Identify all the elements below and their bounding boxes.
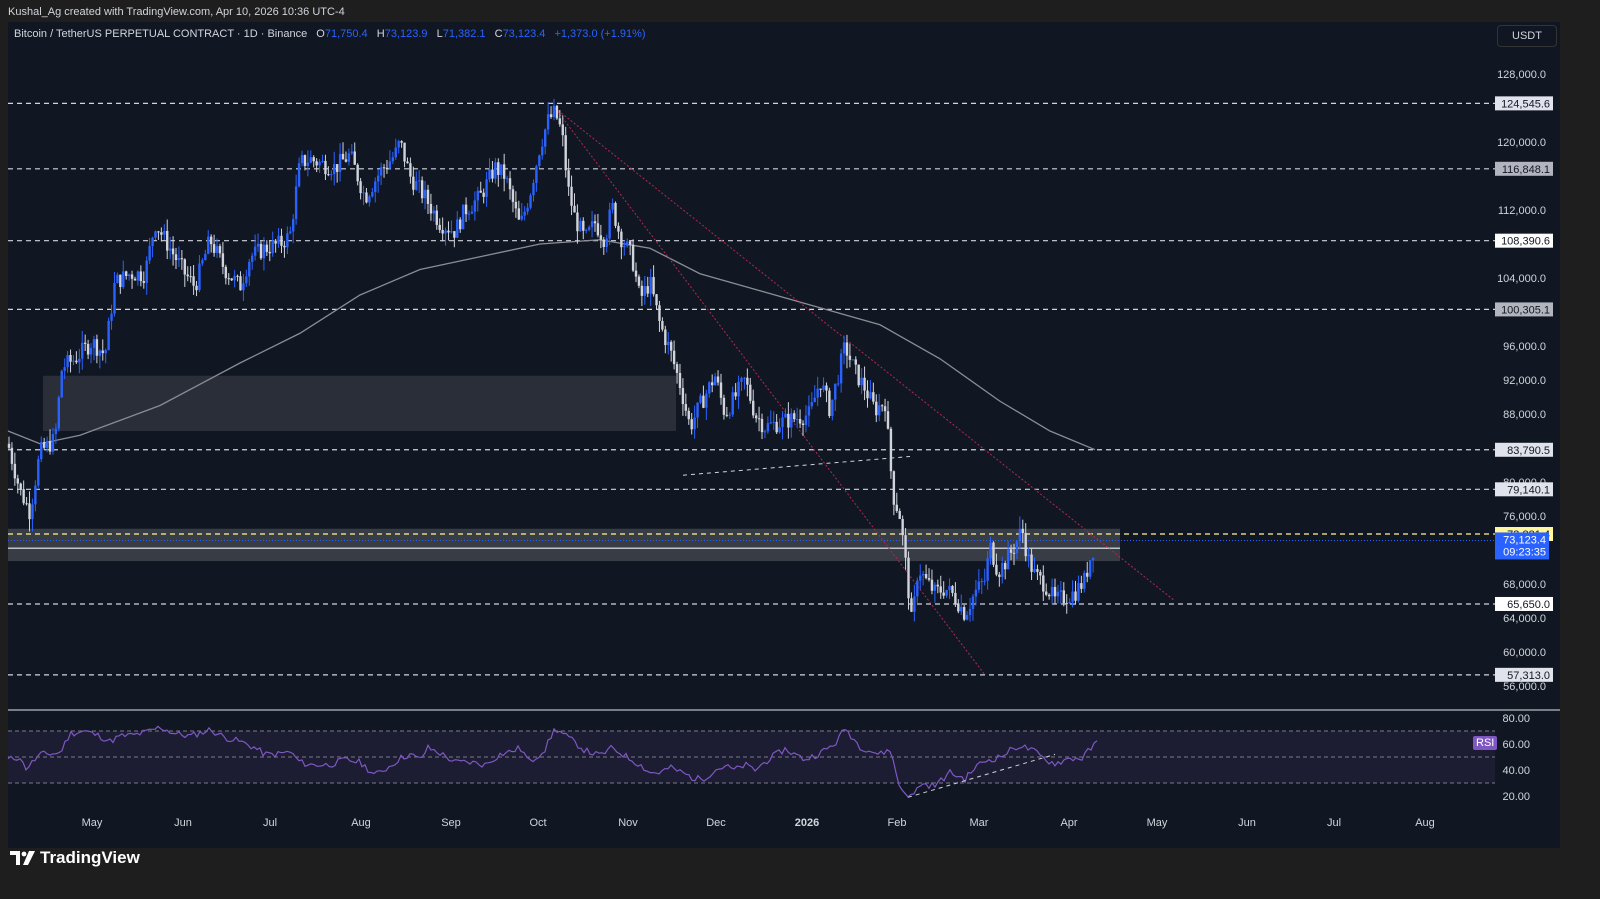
- close-value: 73,123.4: [502, 28, 546, 40]
- time-tick: 2026: [795, 817, 819, 829]
- trendline[interactable]: [554, 107, 1176, 602]
- time-tick: Jul: [263, 817, 277, 829]
- time-tick: Aug: [351, 817, 371, 829]
- price-tick: 92,000.0: [1503, 375, 1546, 387]
- currency-button[interactable]: USDT: [1497, 25, 1557, 47]
- high-label: H: [376, 28, 385, 40]
- high-value: 73,123.9: [384, 28, 428, 40]
- level-price-label: [1495, 96, 1553, 111]
- level-price-label: [1495, 482, 1553, 497]
- time-tick: Sep: [441, 817, 461, 829]
- change-value: +1,373.0 (+1.91%): [554, 28, 646, 40]
- time-tick: Feb: [888, 817, 907, 829]
- level-price-text: 79,140.1: [1507, 484, 1550, 496]
- time-tick: May: [82, 817, 103, 829]
- level-price-text: 83,790.5: [1507, 445, 1550, 457]
- level-price-text: 108,390.6: [1501, 236, 1550, 248]
- price-tick: 68,000.0: [1503, 579, 1546, 591]
- rsi-tick: 40.00: [1502, 765, 1530, 777]
- price-tick: 76,000.0: [1503, 511, 1546, 523]
- svg-text:73,123.4: 73,123.4: [1503, 534, 1546, 546]
- low-value: 71,382.1: [442, 28, 486, 40]
- rsi-line: [7, 725, 1098, 798]
- rsi-tick: 20.00: [1502, 791, 1530, 803]
- price-tick: 120,000.0: [1497, 137, 1546, 149]
- open-label: O: [316, 28, 325, 40]
- zone-box[interactable]: [8, 528, 1120, 562]
- time-tick: Apr: [1060, 817, 1077, 829]
- open-value: 71,750.4: [324, 28, 368, 40]
- time-tick: Jun: [174, 817, 192, 829]
- level-price-label: [1495, 667, 1553, 682]
- close-label: C: [494, 28, 503, 40]
- price-tick: 96,000.0: [1503, 341, 1546, 353]
- symbol-legend: Bitcoin / TetherUS PERPETUAL CONTRACT · …: [14, 28, 646, 40]
- time-tick: Jun: [1238, 817, 1256, 829]
- symbol-title[interactable]: Bitcoin / TetherUS PERPETUAL CONTRACT · …: [14, 28, 308, 40]
- price-tick: 112,000.0: [1498, 205, 1546, 217]
- chart-credit: Kushal_Ag created with TradingView.com, …: [8, 6, 345, 18]
- price-tick: 64,000.0: [1503, 613, 1546, 625]
- level-price-label: [1495, 596, 1553, 611]
- tradingview-logo[interactable]: TradingView: [10, 848, 140, 868]
- rsi-tag[interactable]: RSI: [1473, 736, 1498, 750]
- moving-average-line: [7, 239, 1096, 451]
- price-tick: 60,000.0: [1503, 647, 1546, 659]
- price-tick: 56,000.0: [1503, 681, 1546, 693]
- level-price-label: [1495, 302, 1553, 317]
- time-tick: Nov: [618, 817, 638, 829]
- time-tick: Mar: [970, 817, 989, 829]
- level-price-label: [1495, 161, 1553, 176]
- rsi-tick: 60.00: [1502, 739, 1530, 751]
- trendline[interactable]: [554, 107, 986, 676]
- trendline[interactable]: [682, 456, 911, 476]
- level-price-text: 65,650.0: [1507, 599, 1550, 611]
- price-tick: 88,000.0: [1503, 409, 1546, 421]
- zone-box[interactable]: [43, 375, 676, 431]
- logo-text: TradingView: [40, 848, 140, 867]
- level-price-text: 57,313.0: [1507, 670, 1550, 682]
- current-price-tag: [1495, 532, 1549, 560]
- time-tick: Oct: [529, 817, 546, 829]
- time-tick: Dec: [706, 817, 726, 829]
- rsi-tick: 80.00: [1502, 713, 1530, 725]
- time-tick: May: [1147, 817, 1168, 829]
- time-tick: Jul: [1327, 817, 1341, 829]
- time-tick: Aug: [1415, 817, 1435, 829]
- level-price-text: 100,305.1: [1501, 304, 1550, 316]
- level-price-label: [1495, 442, 1553, 457]
- tradingview-logo-icon: [10, 851, 35, 865]
- svg-text:09:23:35: 09:23:35: [1503, 546, 1546, 558]
- rsi-trendline[interactable]: [907, 753, 1056, 798]
- low-label: L: [436, 28, 443, 40]
- candles: [7, 99, 1095, 622]
- price-tick: 128,000.0: [1497, 69, 1546, 81]
- level-price-text: 124,545.6: [1501, 98, 1550, 110]
- level-price-label: [1495, 233, 1553, 248]
- price-tick: 104,000.0: [1497, 273, 1546, 285]
- level-price-text: 116,848.1: [1502, 164, 1550, 176]
